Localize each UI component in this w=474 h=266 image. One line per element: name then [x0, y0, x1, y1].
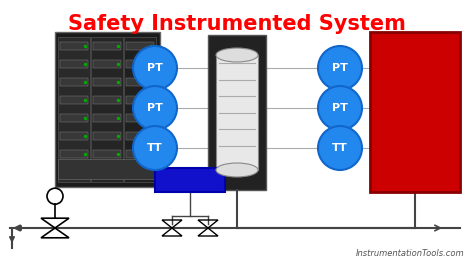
Text: TT: TT — [332, 143, 348, 153]
FancyBboxPatch shape — [127, 60, 154, 68]
Text: TT: TT — [147, 143, 163, 153]
Text: PT: PT — [147, 63, 163, 73]
FancyBboxPatch shape — [93, 78, 121, 86]
Ellipse shape — [216, 48, 258, 62]
FancyBboxPatch shape — [91, 37, 123, 182]
FancyBboxPatch shape — [370, 32, 460, 192]
FancyBboxPatch shape — [93, 96, 121, 104]
FancyBboxPatch shape — [60, 132, 88, 140]
Circle shape — [318, 126, 362, 170]
FancyBboxPatch shape — [93, 150, 121, 158]
FancyBboxPatch shape — [60, 96, 88, 104]
Text: InstrumentationTools.com: InstrumentationTools.com — [356, 249, 464, 258]
FancyBboxPatch shape — [208, 35, 266, 190]
FancyBboxPatch shape — [58, 159, 157, 179]
Circle shape — [318, 46, 362, 90]
Circle shape — [318, 86, 362, 130]
FancyBboxPatch shape — [60, 60, 88, 68]
FancyBboxPatch shape — [93, 42, 121, 50]
FancyBboxPatch shape — [58, 37, 90, 182]
FancyBboxPatch shape — [60, 42, 88, 50]
FancyBboxPatch shape — [93, 114, 121, 122]
FancyBboxPatch shape — [93, 60, 121, 68]
FancyBboxPatch shape — [127, 132, 154, 140]
Text: SIS: SIS — [173, 171, 206, 189]
Text: Safety Instrumented System: Safety Instrumented System — [68, 14, 406, 34]
FancyBboxPatch shape — [127, 78, 154, 86]
FancyBboxPatch shape — [124, 37, 156, 182]
FancyBboxPatch shape — [127, 96, 154, 104]
FancyBboxPatch shape — [127, 150, 154, 158]
FancyBboxPatch shape — [60, 150, 88, 158]
Text: PT: PT — [332, 103, 348, 113]
FancyBboxPatch shape — [60, 78, 88, 86]
FancyBboxPatch shape — [216, 55, 258, 170]
FancyBboxPatch shape — [93, 132, 121, 140]
Text: PT: PT — [332, 63, 348, 73]
Ellipse shape — [216, 163, 258, 177]
Text: Basic
Process
Control
System: Basic Process Control System — [382, 73, 448, 151]
Circle shape — [133, 126, 177, 170]
FancyBboxPatch shape — [60, 114, 88, 122]
FancyBboxPatch shape — [155, 168, 225, 192]
FancyBboxPatch shape — [55, 32, 160, 187]
Circle shape — [133, 86, 177, 130]
FancyBboxPatch shape — [127, 114, 154, 122]
Circle shape — [133, 46, 177, 90]
Text: PT: PT — [147, 103, 163, 113]
FancyBboxPatch shape — [127, 42, 154, 50]
